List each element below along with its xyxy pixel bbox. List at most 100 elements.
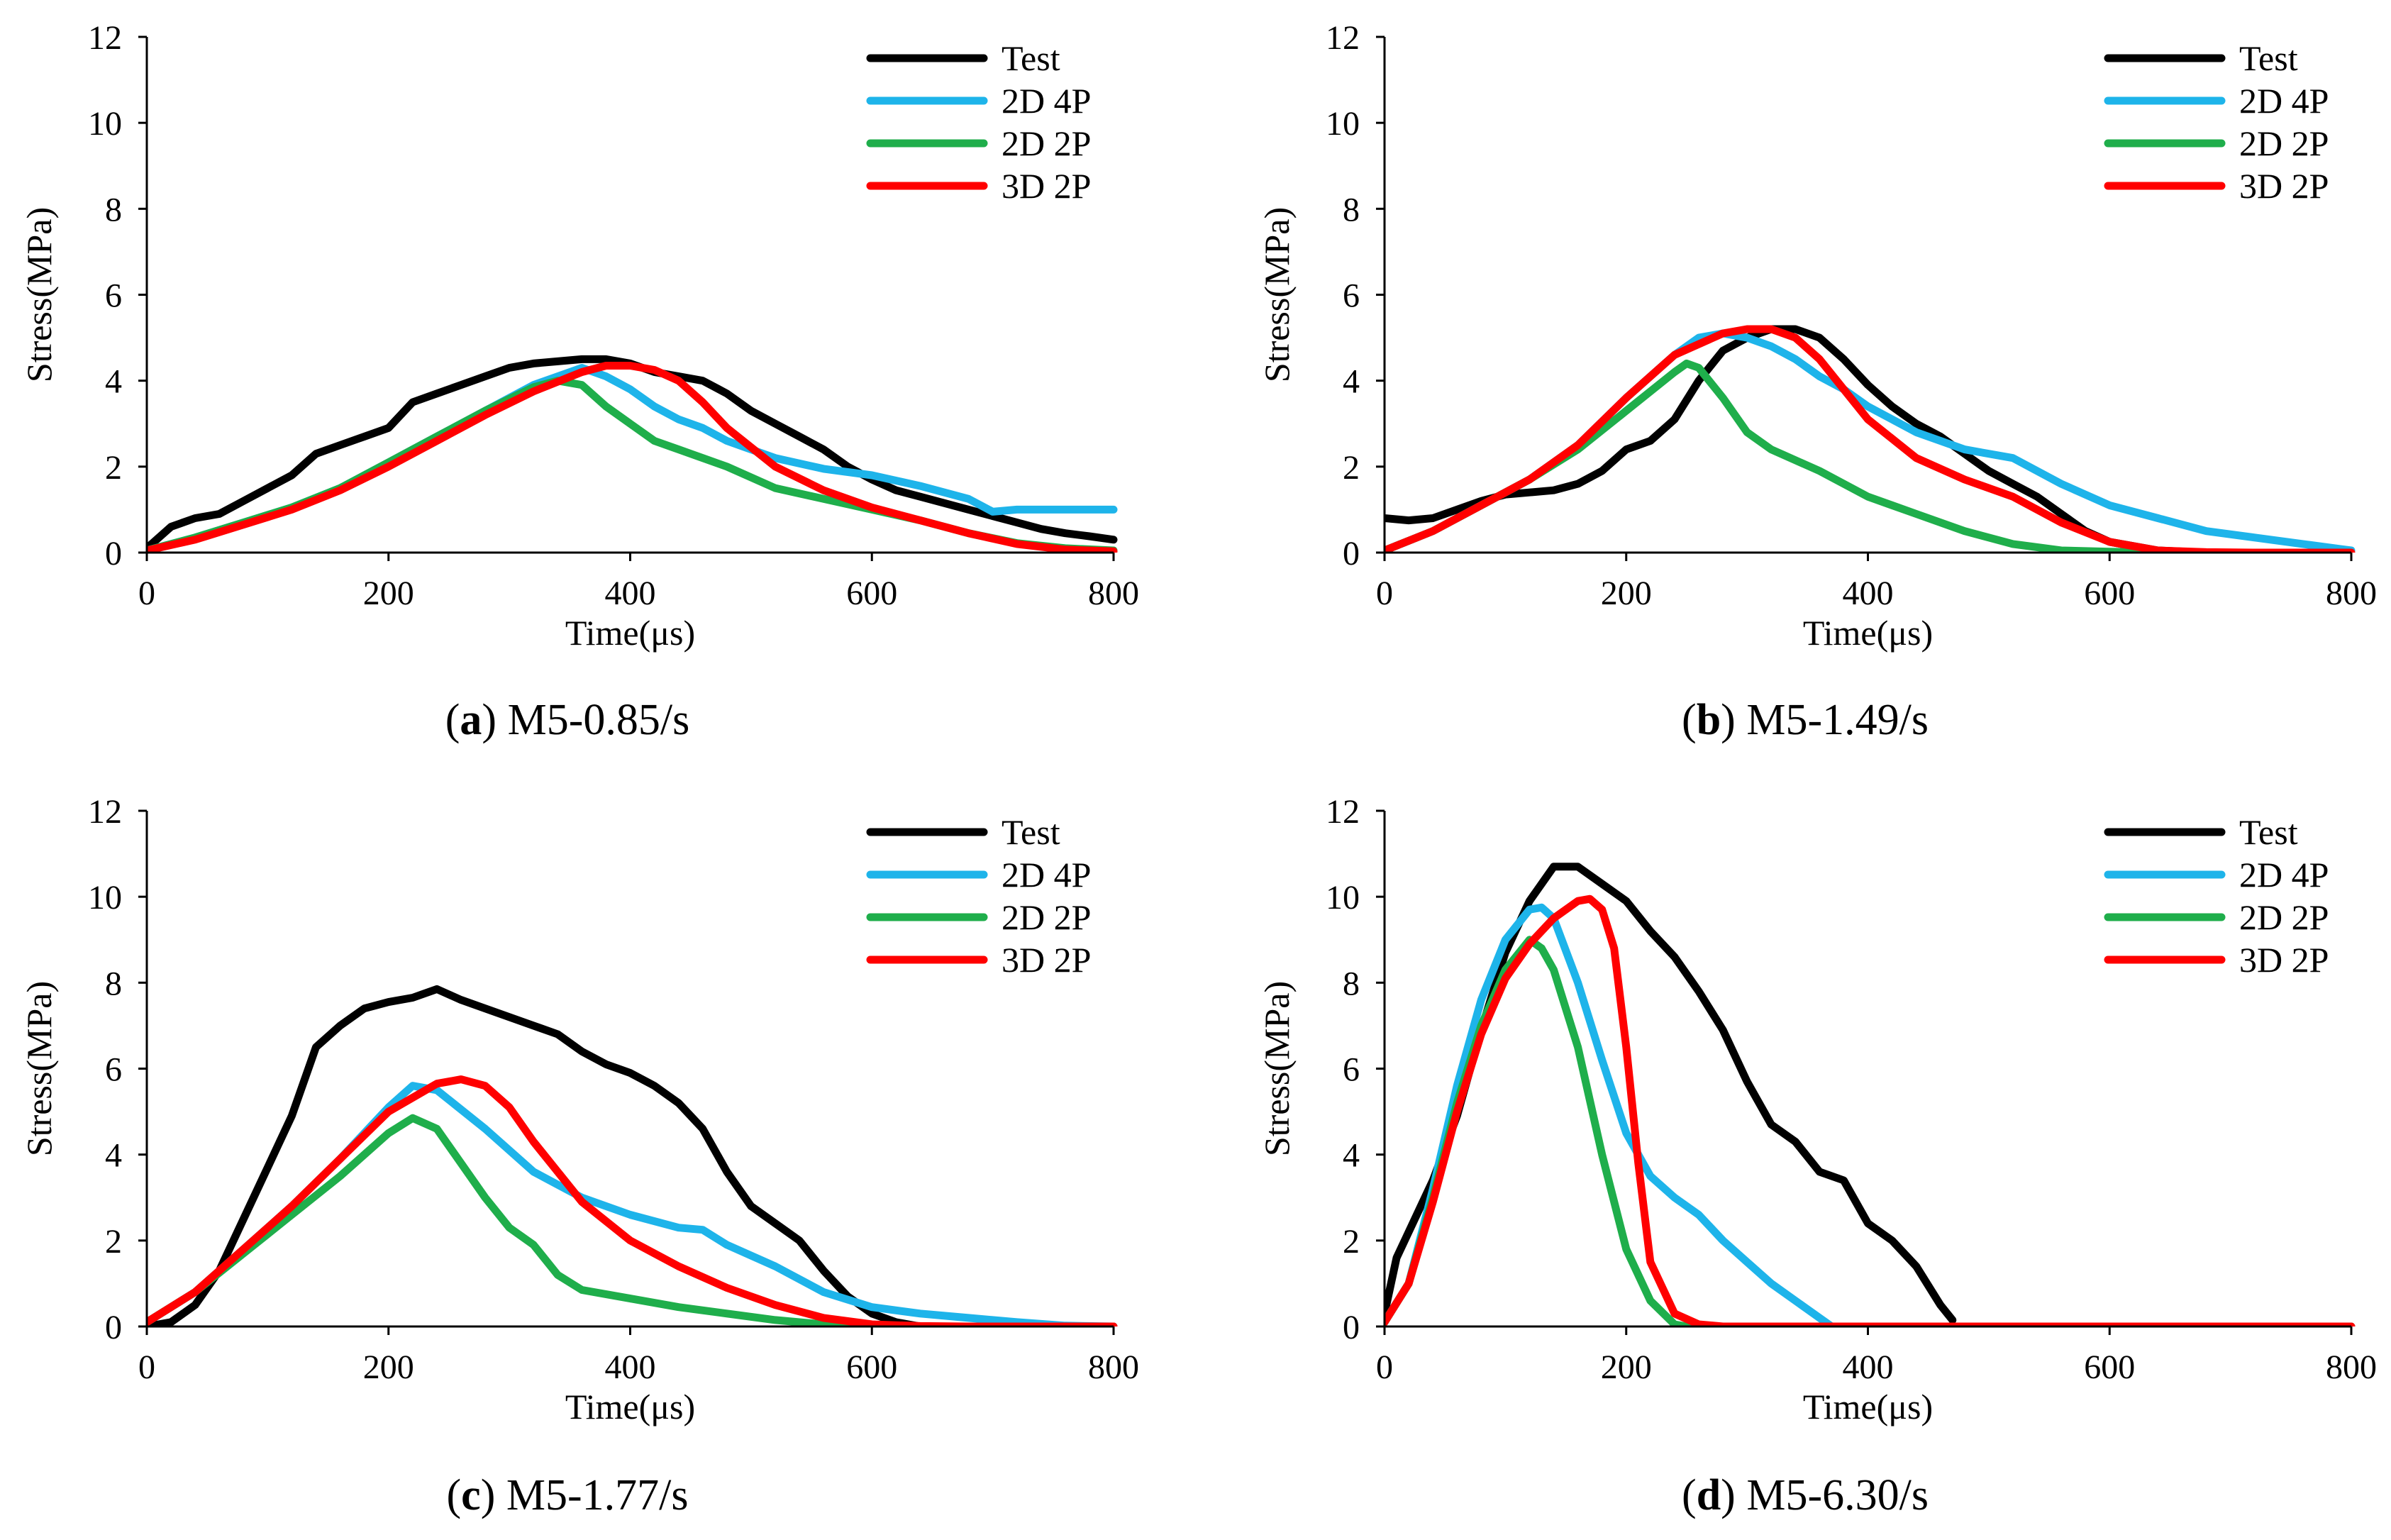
- caption-letter: c: [461, 1471, 481, 1519]
- y-tick-label: 0: [105, 1309, 122, 1346]
- caption-text: M5-0.85/s: [508, 696, 690, 744]
- y-tick-label: 2: [1343, 1223, 1360, 1261]
- legend-label: 2D 4P: [2239, 855, 2329, 894]
- y-tick-label: 4: [1343, 363, 1360, 401]
- x-tick-label: 0: [138, 1348, 155, 1386]
- y-axis-label: Stress(MPa): [19, 207, 59, 382]
- caption-letter: d: [1697, 1471, 1721, 1519]
- x-tick-label: 800: [2326, 575, 2377, 612]
- caption-text: M5-6.30/s: [1746, 1471, 1929, 1519]
- caption-close-paren: ): [482, 696, 507, 744]
- y-tick-label: 4: [105, 1137, 122, 1175]
- subfigure-caption: (a) M5-0.85/s: [445, 696, 689, 744]
- chart-panel-d: 0 200 400 600 800 0 2 4 6 8 10 12 Time(μs) Stress(MPa…: [1257, 793, 2377, 1519]
- caption-open-paren: (: [447, 1471, 462, 1519]
- series-line-2d-2p: [147, 1114, 1118, 1326]
- y-tick-label: 0: [1343, 535, 1360, 572]
- caption-open-paren: (: [1682, 1471, 1697, 1519]
- y-tick-label: 8: [1343, 191, 1360, 228]
- caption-close-paren: ): [1721, 696, 1746, 744]
- x-tick-label: 0: [138, 575, 155, 612]
- legend-label: 3D 2P: [2239, 166, 2329, 206]
- x-axis-label: Time(μs): [565, 1387, 695, 1427]
- series-line-3d-2p: [147, 362, 1118, 553]
- x-tick-label: 400: [605, 575, 656, 612]
- subfigure-caption: (c) M5-1.77/s: [447, 1471, 689, 1519]
- x-axis-label: Time(μs): [1803, 1387, 1933, 1427]
- x-axis-label: Time(μs): [1803, 613, 1933, 653]
- legend-label: 3D 2P: [1002, 940, 1091, 980]
- legend-label: 2D 2P: [2239, 897, 2329, 937]
- x-tick-label: 400: [605, 1348, 656, 1386]
- y-tick-label: 10: [88, 105, 122, 143]
- x-tick-label: 200: [363, 1348, 414, 1386]
- chart-panel-c: 0 200 400 600 800 0 2 4 6 8 10 12 Time(μs) Stress(MPa…: [19, 793, 1139, 1519]
- x-tick-label: 0: [1376, 1348, 1393, 1386]
- caption-letter: b: [1697, 696, 1721, 744]
- subfigure-caption: (d) M5-6.30/s: [1682, 1471, 1929, 1519]
- y-tick-label: 6: [105, 277, 122, 315]
- x-tick-label: 200: [1601, 575, 1652, 612]
- legend-label: 3D 2P: [1002, 166, 1091, 206]
- y-tick-label: 12: [88, 19, 122, 57]
- y-tick-label: 4: [105, 363, 122, 401]
- series-line-2d-4p: [1385, 329, 2356, 553]
- legend-label: 2D 2P: [1002, 897, 1091, 937]
- chart-panel-b: 0 200 400 600 800 0 2 4 6 8 10 12 Time(μs) Stress(MPa…: [1257, 19, 2377, 744]
- legend-label: Test: [1002, 38, 1060, 78]
- caption-open-paren: (: [445, 696, 460, 744]
- y-tick-label: 10: [88, 879, 122, 916]
- x-tick-label: 400: [1843, 575, 1894, 612]
- y-tick-label: 6: [1343, 277, 1360, 315]
- y-tick-label: 2: [1343, 449, 1360, 487]
- x-tick-label: 800: [1088, 575, 1139, 612]
- y-tick-label: 10: [1326, 879, 1360, 916]
- y-tick-label: 12: [88, 793, 122, 831]
- legend-label: Test: [2239, 812, 2298, 852]
- subfigure-caption: (b) M5-1.49/s: [1682, 696, 1929, 744]
- x-tick-label: 800: [2326, 1348, 2377, 1386]
- series-line-3d-2p: [1385, 894, 2356, 1326]
- series-line-test: [147, 985, 972, 1326]
- chart-panel-a: 0 200 400 600 800 0 2 4 6 8 10 12 Time(μs) Stress(MPa…: [19, 19, 1139, 744]
- y-tick-label: 0: [1343, 1309, 1360, 1346]
- x-tick-label: 600: [2084, 1348, 2135, 1386]
- caption-text: M5-1.49/s: [1746, 696, 1929, 744]
- x-tick-label: 200: [363, 575, 414, 612]
- y-tick-label: 2: [105, 449, 122, 487]
- y-tick-label: 12: [1326, 793, 1360, 831]
- legend-label: 2D 2P: [2239, 123, 2329, 163]
- legend-label: Test: [1002, 812, 1060, 852]
- y-axis-label: Stress(MPa): [1257, 981, 1297, 1156]
- legend-label: 2D 4P: [1002, 81, 1091, 121]
- legend-label: 2D 4P: [2239, 81, 2329, 121]
- caption-open-paren: (: [1682, 696, 1697, 744]
- x-tick-label: 800: [1088, 1348, 1139, 1386]
- x-tick-label: 200: [1601, 1348, 1652, 1386]
- x-tick-label: 600: [846, 575, 897, 612]
- y-tick-label: 2: [105, 1223, 122, 1261]
- series-line-2d-2p: [147, 377, 1118, 553]
- series-line-2d-2p: [1385, 359, 2162, 553]
- y-tick-label: 12: [1326, 19, 1360, 57]
- y-tick-label: 8: [105, 965, 122, 1002]
- y-tick-label: 0: [105, 535, 122, 572]
- caption-close-paren: ): [481, 1471, 506, 1519]
- y-axis-label: Stress(MPa): [1257, 207, 1297, 382]
- y-tick-label: 4: [1343, 1137, 1360, 1175]
- caption-text: M5-1.77/s: [506, 1471, 689, 1519]
- series-line-3d-2p: [147, 1075, 1118, 1326]
- x-axis-label: Time(μs): [565, 613, 695, 653]
- x-tick-label: 400: [1843, 1348, 1894, 1386]
- x-tick-label: 600: [846, 1348, 897, 1386]
- series-line-3d-2p: [1385, 325, 2356, 553]
- caption-letter: a: [460, 696, 482, 744]
- legend-label: 3D 2P: [2239, 940, 2329, 980]
- y-tick-label: 6: [105, 1051, 122, 1089]
- legend-label: 2D 4P: [1002, 855, 1091, 894]
- y-axis-label: Stress(MPa): [19, 981, 59, 1156]
